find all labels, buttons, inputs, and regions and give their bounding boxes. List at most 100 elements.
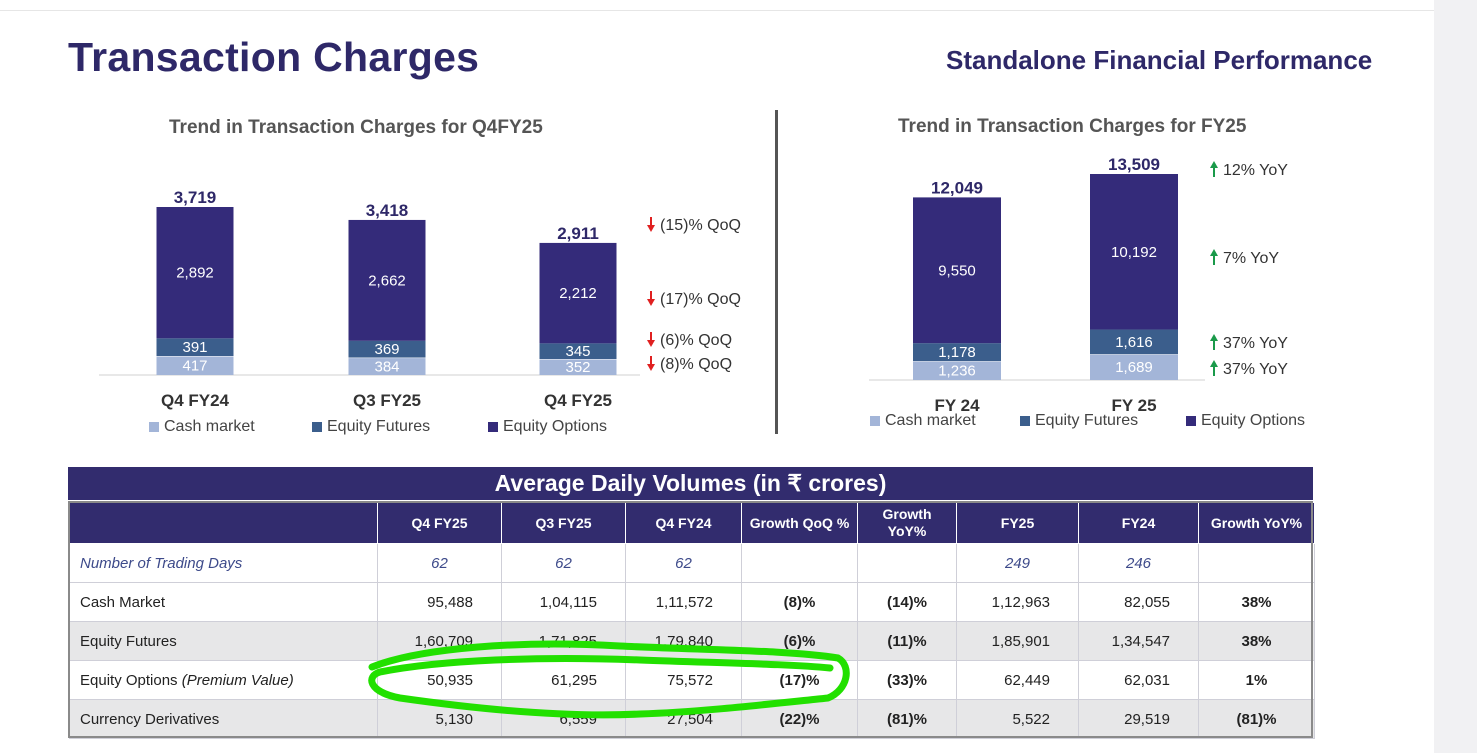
table-row: Currency Derivatives 5,130 6,559 27,504 (22)… xyxy=(69,699,1315,739)
chart2-segment-label: 9,550 xyxy=(938,262,976,279)
page-subtitle: Standalone Financial Performance xyxy=(946,45,1373,75)
table-cell: 1,04,115 xyxy=(501,582,626,622)
chart1-annotation-text: (8)% QoQ xyxy=(660,356,732,373)
chart1-bar-1-1 xyxy=(348,340,426,358)
table-cell: 95,488 xyxy=(377,582,502,622)
legend-label: Equity Futures xyxy=(327,418,431,435)
header-cell: Q3 FY25 xyxy=(501,502,626,544)
header-cell: Growth QoQ % xyxy=(741,502,858,544)
table-cell: 5,130 xyxy=(377,699,502,739)
chart1-segment-label: 391 xyxy=(182,339,207,356)
table-cell: 1,71,825 xyxy=(501,621,626,661)
chart2-bar-0-1 xyxy=(913,343,1001,362)
chart1-segment-label: 417 xyxy=(182,358,207,375)
up-arrow-icon xyxy=(1210,360,1218,367)
header-cell-blank xyxy=(69,502,378,544)
table-row: Cash Market 95,488 1,04,115 1,11,572 (8)% (14… xyxy=(69,582,1315,622)
legend-item: Equity Futures xyxy=(1020,412,1138,430)
chart2-segment-label: 1,236 xyxy=(938,363,976,380)
chart2-segment-label: 1,616 xyxy=(1115,334,1153,351)
row-label: Cash Market xyxy=(69,582,378,622)
table-cell: 62 xyxy=(501,543,626,583)
table-cell: 1,79,840 xyxy=(625,621,742,661)
legend-label: Cash market xyxy=(164,418,255,435)
header-cell: FY24 xyxy=(1078,502,1199,544)
volumes-table: Q4 FY25 Q3 FY25 Q4 FY24 Growth QoQ % Growth … xyxy=(69,502,1315,739)
chart2-bar-0-2 xyxy=(913,197,1001,344)
chart2-category-label: FY 25 xyxy=(1111,396,1156,415)
up-arrow-icon xyxy=(1210,161,1218,168)
header-cell: Q4 FY24 xyxy=(625,502,742,544)
chart1-segment-label: 384 xyxy=(374,358,399,375)
down-arrow-icon xyxy=(647,299,655,306)
table-cell: 82,055 xyxy=(1078,582,1199,622)
chart2-category-label: FY 24 xyxy=(934,396,980,415)
table-row: Equity Options (Premium Value) 50,935 61,2… xyxy=(69,660,1315,700)
table-cell: 246 xyxy=(1078,543,1199,583)
chart2-bar-1-2 xyxy=(1090,174,1178,330)
chart2-segment-label: 10,192 xyxy=(1111,244,1157,261)
header-cell: FY25 xyxy=(956,502,1079,544)
legend-item: Equity Futures xyxy=(312,418,430,436)
chart1-segment-label: 2,662 xyxy=(368,272,406,289)
table-cell: 38% xyxy=(1198,582,1315,622)
table-cell: 249 xyxy=(956,543,1079,583)
legend-swatch xyxy=(488,422,498,432)
chart1-category-label: Q3 FY25 xyxy=(353,391,421,410)
chart1-total-label: 3,418 xyxy=(366,201,409,220)
table-cell: 1% xyxy=(1198,660,1315,700)
chart2-bar-1-1 xyxy=(1090,329,1178,355)
chart2-annotation-text: 37% YoY xyxy=(1223,361,1288,378)
chart2-segment-label: 1,178 xyxy=(938,344,976,361)
table-cell: 62 xyxy=(377,543,502,583)
table-cell: 1,85,901 xyxy=(956,621,1079,661)
row-label: Equity Futures xyxy=(69,621,378,661)
chart1-bar-0-2 xyxy=(156,207,234,339)
table-cell: (8)% xyxy=(741,582,858,622)
top-rule xyxy=(0,10,1434,11)
legend-item: Equity Options xyxy=(1186,412,1305,430)
chart2-annotation-text: 7% YoY xyxy=(1223,250,1279,267)
chart1-annotation-text: (17)% QoQ xyxy=(660,291,741,308)
chart1-segment-label: 345 xyxy=(565,343,590,360)
table-row: Equity Futures 1,60,709 1,71,825 1,79,840 (6… xyxy=(69,621,1315,661)
legend-label: Equity Futures xyxy=(1035,412,1139,429)
legend-label: Cash market xyxy=(885,412,976,429)
legend-item: Cash market xyxy=(870,412,976,430)
legend-item: Cash market xyxy=(149,418,255,436)
table-cell: (17)% xyxy=(741,660,858,700)
chart1-bar-0-0 xyxy=(156,356,234,375)
chart1-annotation-text: (6)% QoQ xyxy=(660,332,732,349)
table-row: Number of Trading Days 62 62 62 249 246 xyxy=(69,543,1315,583)
table-cell xyxy=(741,543,858,583)
chart2-bar-1-0 xyxy=(1090,354,1178,380)
legend-swatch xyxy=(1186,416,1196,426)
legend-label: Equity Options xyxy=(503,418,608,435)
table-cell: 29,519 xyxy=(1078,699,1199,739)
table-cell: 61,295 xyxy=(501,660,626,700)
legend-swatch xyxy=(870,416,880,426)
scrollbar-track[interactable] xyxy=(1434,0,1477,753)
table-cell: 62 xyxy=(625,543,742,583)
table-cell: 62,449 xyxy=(956,660,1079,700)
chart1-bar-1-2 xyxy=(348,219,426,341)
row-label: Equity Options (Premium Value) xyxy=(69,660,378,700)
chart2-segment-label: 1,689 xyxy=(1115,359,1153,376)
down-arrow-icon xyxy=(647,225,655,232)
table-cell: 38% xyxy=(1198,621,1315,661)
chart1-bar-2-0 xyxy=(539,359,617,375)
table-cell: (11)% xyxy=(857,621,957,661)
chart1-segment-label: 2,212 xyxy=(559,285,597,302)
chart-divider xyxy=(775,110,778,434)
row-label-note: (Premium Value) xyxy=(177,671,294,689)
header-cell: Q4 FY25 xyxy=(377,502,502,544)
chart2-title: Trend in Transaction Charges for FY25 xyxy=(898,116,1247,137)
chart2-total-label: 12,049 xyxy=(931,178,983,197)
table-cell: 6,559 xyxy=(501,699,626,739)
table-title: Average Daily Volumes (in ₹ crores) xyxy=(68,467,1313,500)
table-cell: 1,11,572 xyxy=(625,582,742,622)
table-cell: 1,60,709 xyxy=(377,621,502,661)
page-title: Transaction Charges xyxy=(68,34,480,80)
table-cell: (22)% xyxy=(741,699,858,739)
